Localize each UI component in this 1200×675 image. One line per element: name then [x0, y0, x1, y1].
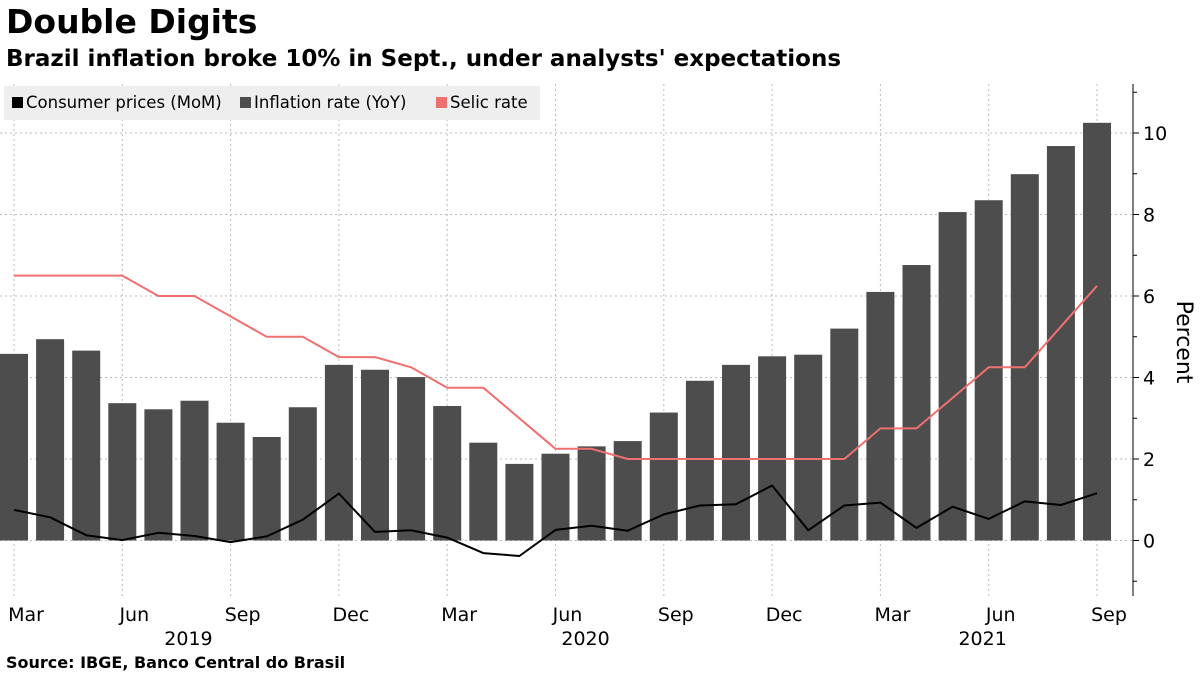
yoy-bar	[794, 354, 823, 541]
yoy-bar	[866, 291, 895, 541]
x-tick-label: Mar	[8, 604, 44, 626]
yoy-bar	[722, 364, 750, 541]
y-tick-label: 0	[1143, 531, 1155, 553]
legend-swatch	[240, 97, 251, 108]
legend-label: Selic rate	[450, 93, 528, 112]
y-tick-label: 2	[1143, 449, 1155, 471]
x-tick-label: Sep	[225, 604, 261, 626]
x-year-label: 2020	[561, 628, 609, 650]
yoy-bar	[1083, 122, 1111, 541]
chart-title: Double Digits	[6, 2, 258, 41]
x-tick-label: Sep	[1091, 604, 1127, 626]
yoy-bar	[216, 422, 245, 541]
y-axis-label: Percent	[1171, 301, 1196, 384]
yoy-bar	[361, 369, 389, 541]
yoy-bar	[108, 403, 137, 541]
x-tick-label: Mar	[874, 604, 910, 626]
x-tick-label: Jun	[985, 604, 1016, 626]
line-series	[13, 274, 1098, 557]
y-tick-label: 10	[1143, 123, 1167, 145]
x-tick-label: Dec	[333, 604, 370, 626]
axes: 0 2 4 6 8 10 Percent Mar Jun Sep Dec Mar Jun Sep Dec Ma…	[8, 84, 1196, 650]
legend-label: Consumer prices (MoM)	[26, 93, 222, 112]
yoy-bar	[685, 380, 714, 541]
yoy-bar	[397, 377, 426, 541]
x-year-label: 2019	[164, 628, 212, 650]
x-tick-label: Dec	[766, 604, 803, 626]
y-tick-label: 4	[1143, 368, 1155, 390]
x-tick-label: Jun	[552, 604, 583, 626]
yoy-bar	[505, 463, 534, 541]
y-tick-label: 6	[1143, 286, 1155, 308]
yoy-bar	[433, 406, 462, 541]
y-tick-label: 8	[1143, 205, 1155, 227]
source-note: Source: IBGE, Banco Central do Brasil	[6, 653, 346, 672]
yoy-bar	[938, 212, 967, 541]
yoy-bar	[324, 364, 353, 541]
yoy-bar	[144, 409, 173, 541]
mom-line	[13, 484, 1098, 557]
selic-line	[14, 274, 1098, 460]
yoy-bar	[0, 353, 28, 541]
x-tick-label: Jun	[118, 604, 149, 626]
legend-swatch	[436, 97, 447, 108]
yoy-bar	[1046, 146, 1075, 541]
x-tick-label: Sep	[658, 604, 694, 626]
chart-subtitle: Brazil inflation broke 10% in Sept., und…	[6, 46, 842, 72]
yoy-bar	[830, 328, 859, 541]
yoy-bar	[974, 200, 1003, 541]
yoy-bar	[180, 400, 209, 541]
yoy-bar	[541, 453, 570, 541]
yoy-bar	[469, 442, 498, 541]
yoy-bar	[758, 356, 787, 541]
yoy-bar	[288, 407, 317, 541]
yoy-bars	[0, 122, 1111, 541]
legend: Consumer prices (MoM) Inflation rate (YoY…	[4, 86, 540, 120]
yoy-bar	[613, 441, 642, 541]
yoy-bar	[72, 350, 101, 541]
x-tick-label: Mar	[441, 604, 477, 626]
legend-swatch	[12, 97, 23, 108]
yoy-bar	[36, 339, 65, 541]
yoy-bar	[902, 265, 931, 541]
x-year-label: 2021	[958, 628, 1006, 650]
legend-label: Inflation rate (YoY)	[254, 93, 406, 112]
yoy-bar	[649, 412, 678, 541]
legend-background	[4, 86, 540, 120]
yoy-bar	[252, 436, 281, 541]
